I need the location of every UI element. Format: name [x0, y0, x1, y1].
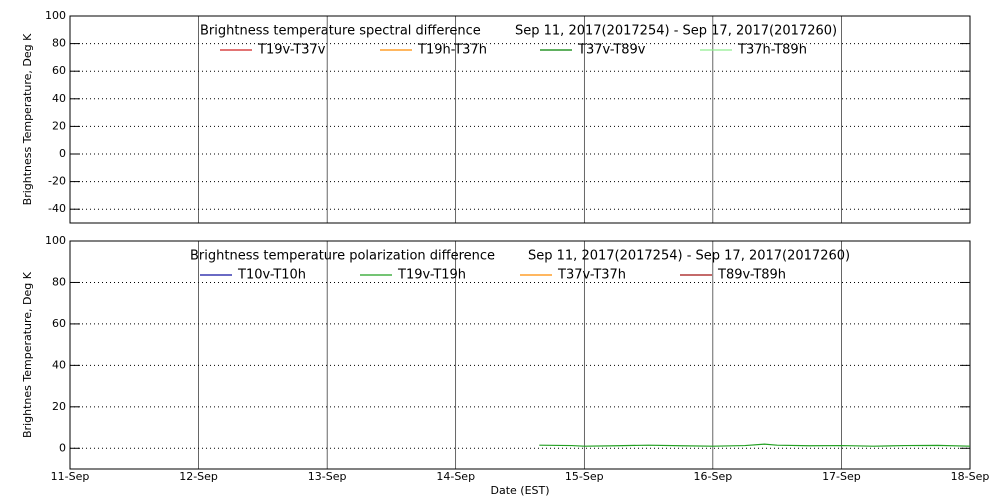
x-tick-label: 14-Sep [436, 470, 475, 483]
legend-label: T89v-T89h [717, 268, 786, 283]
y-axis-label: Brightnes Temperature, Deg K [21, 271, 34, 438]
y-tick-label: 100 [45, 234, 66, 247]
y-tick-label: 20 [52, 400, 66, 413]
legend-label: T19v-T19h [397, 268, 466, 283]
chart-subtitle: Sep 11, 2017(2017254) - Sep 17, 2017(201… [528, 249, 850, 264]
legend-label: T37v-T89v [577, 43, 646, 58]
y-tick-label: -40 [48, 202, 66, 215]
legend-label: T37h-T89h [737, 43, 807, 58]
chart-title: Brightness temperature spectral differen… [200, 24, 481, 39]
y-tick-label: 40 [52, 92, 66, 105]
chart-title: Brightness temperature polarization diff… [190, 249, 495, 264]
x-tick-label: 12-Sep [179, 470, 218, 483]
x-tick-label: 13-Sep [308, 470, 347, 483]
x-tick-label: 11-Sep [51, 470, 90, 483]
y-axis-label: Brightness Temperature, Deg K [21, 33, 34, 205]
data-line [539, 443, 971, 447]
x-tick-label: 18-Sep [951, 470, 990, 483]
y-tick-label: 0 [59, 441, 66, 454]
y-tick-label: 40 [52, 358, 66, 371]
y-tick-label: 20 [52, 119, 66, 132]
y-tick-label: 60 [52, 64, 66, 77]
legend-label: T37v-T37h [557, 268, 626, 283]
x-tick-label: 16-Sep [694, 470, 733, 483]
y-tick-label: 100 [45, 9, 66, 22]
y-tick-label: 80 [52, 37, 66, 50]
legend-label: T10v-T10h [237, 268, 306, 283]
x-axis-label: Date (EST) [490, 484, 549, 497]
legend-label: T19h-T37h [417, 43, 487, 58]
y-tick-label: 80 [52, 275, 66, 288]
y-tick-label: 0 [59, 147, 66, 160]
y-tick-label: 60 [52, 317, 66, 330]
legend-label: T19v-T37v [257, 43, 326, 58]
chart-subtitle: Sep 11, 2017(2017254) - Sep 17, 2017(201… [515, 24, 837, 39]
plot-frame [69, 15, 971, 224]
x-tick-label: 17-Sep [822, 470, 861, 483]
y-tick-label: -20 [48, 175, 66, 188]
x-tick-label: 15-Sep [565, 470, 604, 483]
